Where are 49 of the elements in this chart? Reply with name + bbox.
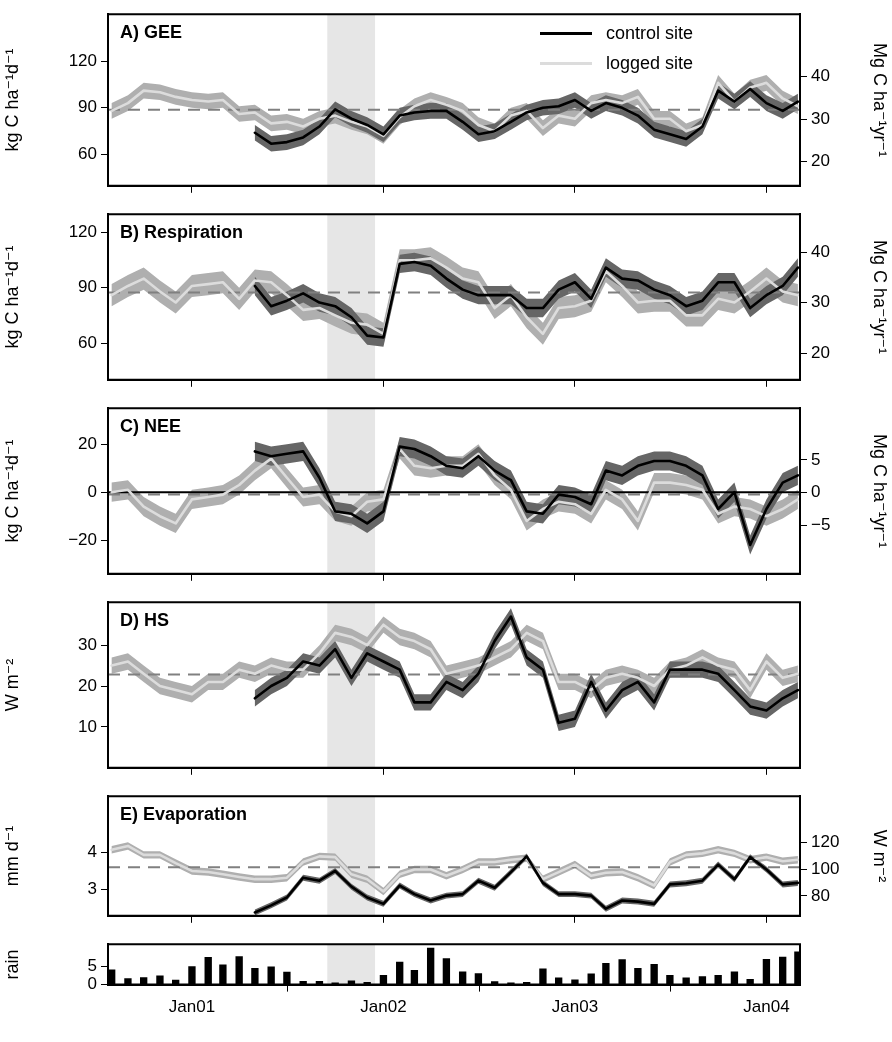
y2-tick-label: −5 [811, 515, 831, 535]
y-tick-label: 120 [68, 222, 97, 242]
y2-tick-label: 40 [811, 242, 830, 262]
y2-tick-label: 0 [811, 482, 821, 502]
y2-axis-title: Mg C ha⁻¹yr⁻¹ [870, 42, 891, 158]
y-tick-label: 30 [78, 634, 97, 654]
y2-tick-label: 30 [811, 292, 830, 312]
x-tick-label: Jan02 [360, 997, 407, 1017]
y-axis-title: mm d⁻¹ [1, 825, 22, 887]
y-axis-title: kg C ha⁻¹d⁻¹ [1, 439, 22, 543]
y2-tick-label: 120 [811, 832, 840, 852]
chart-title: A) GEE [120, 22, 183, 44]
chart-title: E) Evaporation [120, 804, 248, 826]
y-tick-label: 5 [87, 955, 97, 975]
y-tick-label: 3 [87, 879, 97, 899]
y2-axis-title: W m⁻² [870, 829, 891, 883]
y-tick-label: 4 [87, 841, 97, 861]
x-tick-label: Jan03 [551, 997, 599, 1017]
y-tick-label: 60 [78, 144, 97, 164]
y-tick-label: −20 [68, 529, 97, 549]
legend-label: logged site [606, 52, 694, 74]
x-tick-label: Jan04 [743, 997, 790, 1017]
y-axis-title: W m⁻² [1, 658, 22, 712]
x-tick-label: Jan01 [168, 997, 216, 1017]
y2-tick-label: 30 [811, 108, 830, 128]
legend-label: control site [606, 22, 694, 44]
y-axis-title: kg C ha⁻¹d⁻¹ [1, 48, 22, 152]
y-axis-title: kg C ha⁻¹d⁻¹ [1, 245, 22, 349]
y-tick-label: 90 [78, 277, 97, 297]
y2-tick-label: 80 [811, 885, 830, 905]
y2-tick-label: 40 [811, 66, 830, 86]
y2-axis-title: Mg C ha⁻¹yr⁻¹ [870, 239, 891, 355]
y-tick-label: 20 [78, 675, 97, 695]
y-tick-label: 60 [78, 332, 97, 352]
chart-title: D) HS [120, 610, 169, 632]
text: B) Respiration [120, 222, 244, 244]
y-tick-label: 20 [78, 433, 97, 453]
y-tick-label: 0 [87, 481, 97, 501]
y2-axis-title: Mg C ha⁻¹yr⁻¹ [870, 433, 891, 549]
y2-tick-label: 20 [811, 150, 830, 170]
y2-tick-label: 5 [811, 449, 821, 469]
y-axis-title: rain [1, 949, 22, 980]
y-tick-label: 90 [78, 97, 97, 117]
y-tick-label: 0 [87, 974, 97, 994]
y-tick-label: 10 [78, 716, 97, 736]
y2-tick-label: 20 [811, 342, 830, 362]
y-tick-label: 120 [68, 50, 97, 70]
y2-tick-label: 100 [811, 858, 840, 878]
chart-title: C) NEE [120, 416, 182, 438]
